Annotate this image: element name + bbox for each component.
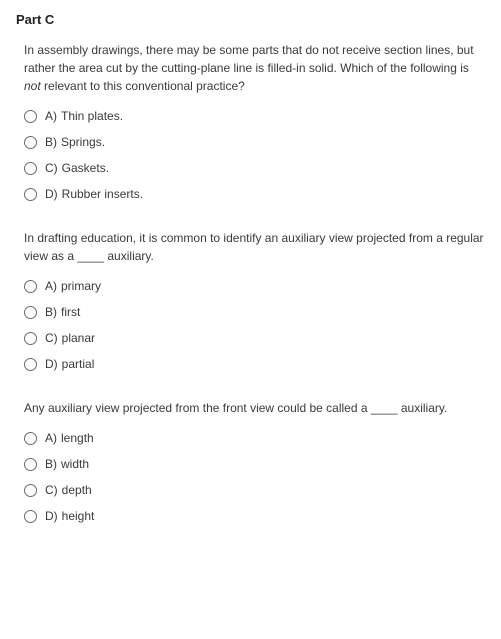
option-row[interactable]: D) height bbox=[24, 509, 485, 523]
question-text-pre: Any auxiliary view projected from the fr… bbox=[24, 401, 447, 415]
question-block: In drafting education, it is common to i… bbox=[16, 229, 485, 371]
option-label: Gaskets. bbox=[62, 161, 109, 175]
radio-icon[interactable] bbox=[24, 510, 37, 523]
option-label: height bbox=[62, 509, 95, 523]
option-label: partial bbox=[62, 357, 95, 371]
option-letter: D) bbox=[45, 509, 58, 523]
question-block: In assembly drawings, there may be some … bbox=[16, 41, 485, 201]
option-letter: B) bbox=[45, 457, 57, 471]
question-text-pre: In drafting education, it is common to i… bbox=[24, 231, 484, 263]
radio-icon[interactable] bbox=[24, 484, 37, 497]
option-label: Rubber inserts. bbox=[62, 187, 143, 201]
option-row[interactable]: D) partial bbox=[24, 357, 485, 371]
question-text: In drafting education, it is common to i… bbox=[24, 229, 485, 265]
radio-icon[interactable] bbox=[24, 188, 37, 201]
option-row[interactable]: B) Springs. bbox=[24, 135, 485, 149]
radio-icon[interactable] bbox=[24, 162, 37, 175]
part-title: Part C bbox=[16, 12, 485, 27]
radio-icon[interactable] bbox=[24, 458, 37, 471]
option-letter: B) bbox=[45, 135, 57, 149]
option-letter: A) bbox=[45, 431, 57, 445]
radio-icon[interactable] bbox=[24, 110, 37, 123]
option-row[interactable]: D) Rubber inserts. bbox=[24, 187, 485, 201]
option-label: first bbox=[61, 305, 80, 319]
option-label: Springs. bbox=[61, 135, 105, 149]
option-row[interactable]: C) planar bbox=[24, 331, 485, 345]
option-letter: B) bbox=[45, 305, 57, 319]
option-letter: D) bbox=[45, 187, 58, 201]
question-text-emph: not bbox=[24, 79, 41, 93]
option-label: depth bbox=[62, 483, 92, 497]
question-text-pre: In assembly drawings, there may be some … bbox=[24, 43, 474, 75]
option-label: planar bbox=[62, 331, 95, 345]
radio-icon[interactable] bbox=[24, 136, 37, 149]
question-text: Any auxiliary view projected from the fr… bbox=[24, 399, 485, 417]
option-row[interactable]: A) length bbox=[24, 431, 485, 445]
option-row[interactable]: A) Thin plates. bbox=[24, 109, 485, 123]
option-row[interactable]: C) Gaskets. bbox=[24, 161, 485, 175]
option-label: width bbox=[61, 457, 89, 471]
option-letter: D) bbox=[45, 357, 58, 371]
option-row[interactable]: B) width bbox=[24, 457, 485, 471]
option-letter: C) bbox=[45, 331, 58, 345]
option-row[interactable]: B) first bbox=[24, 305, 485, 319]
option-row[interactable]: C) depth bbox=[24, 483, 485, 497]
option-letter: A) bbox=[45, 109, 57, 123]
question-text: In assembly drawings, there may be some … bbox=[24, 41, 485, 95]
questions-container: In assembly drawings, there may be some … bbox=[16, 41, 485, 523]
option-label: length bbox=[61, 431, 94, 445]
radio-icon[interactable] bbox=[24, 332, 37, 345]
radio-icon[interactable] bbox=[24, 280, 37, 293]
radio-icon[interactable] bbox=[24, 306, 37, 319]
option-row[interactable]: A) primary bbox=[24, 279, 485, 293]
radio-icon[interactable] bbox=[24, 358, 37, 371]
option-label: Thin plates. bbox=[61, 109, 123, 123]
option-label: primary bbox=[61, 279, 101, 293]
question-text-post: relevant to this conventional practice? bbox=[41, 79, 245, 93]
option-letter: A) bbox=[45, 279, 57, 293]
radio-icon[interactable] bbox=[24, 432, 37, 445]
question-block: Any auxiliary view projected from the fr… bbox=[16, 399, 485, 523]
option-letter: C) bbox=[45, 483, 58, 497]
option-letter: C) bbox=[45, 161, 58, 175]
